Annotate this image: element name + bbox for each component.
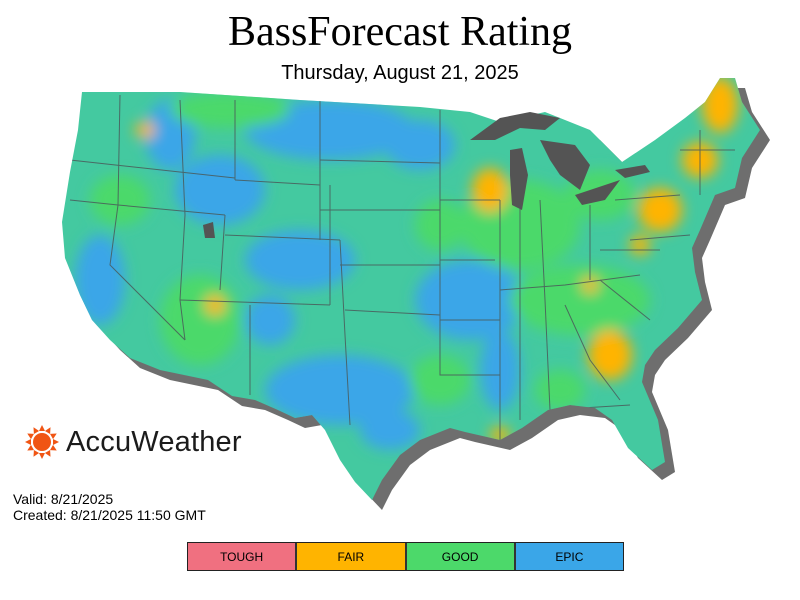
good-region xyxy=(160,275,240,365)
fair-region xyxy=(638,188,682,232)
legend-fair: FAIR xyxy=(297,543,407,570)
fair-region xyxy=(135,122,155,138)
epic-region xyxy=(360,410,420,450)
good-region xyxy=(170,92,290,128)
rating-regions xyxy=(75,78,738,450)
epic-region xyxy=(385,120,455,170)
great-lakes xyxy=(203,112,650,238)
legend-tough: TOUGH xyxy=(188,543,298,570)
fair-region xyxy=(702,78,738,133)
valid-date: Valid: 8/21/2025 xyxy=(13,491,114,507)
forecast-date: Thursday, August 21, 2025 xyxy=(281,62,519,84)
fair-region xyxy=(588,330,632,380)
epic-region xyxy=(175,155,265,225)
good-region xyxy=(535,370,585,410)
epic-region xyxy=(245,230,355,290)
map-title: BassForecast Rating xyxy=(227,9,573,55)
brand-name: AccuWeather xyxy=(66,425,242,458)
epic-region xyxy=(245,295,295,345)
legend-epic: EPIC xyxy=(515,543,623,570)
good-region xyxy=(410,355,470,405)
lake-erie xyxy=(575,180,620,205)
epic-region xyxy=(75,235,125,325)
lake-michigan xyxy=(510,148,528,210)
legend-good: GOOD xyxy=(406,543,516,570)
rating-legend: TOUGH FAIR GOOD EPIC xyxy=(187,542,624,571)
lake-huron xyxy=(540,140,590,190)
created-timestamp: Created: 8/21/2025 11:50 GMT xyxy=(13,507,206,523)
fair-region xyxy=(205,295,225,315)
state-borders xyxy=(69,94,735,440)
epic-region xyxy=(415,260,525,340)
fair-region xyxy=(630,235,650,255)
lake-superior xyxy=(470,112,560,140)
forecast-info: Valid: 8/21/2025 Created: 8/21/2025 11:5… xyxy=(13,491,206,523)
lake-ontario xyxy=(615,165,650,178)
good-region xyxy=(90,175,150,225)
sun-icon xyxy=(25,425,59,459)
great-salt-lake xyxy=(203,222,215,238)
good-region xyxy=(510,265,650,335)
epic-region xyxy=(265,355,415,425)
fair-region xyxy=(472,168,508,212)
accuweather-logo: AccuWeather xyxy=(24,424,242,460)
